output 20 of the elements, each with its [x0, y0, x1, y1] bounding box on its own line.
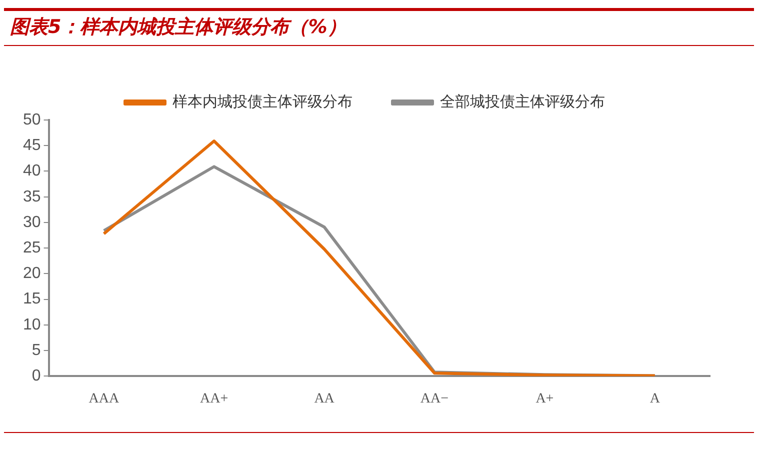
y-tick-label: 0: [32, 368, 41, 385]
y-tick-label: 40: [23, 162, 41, 180]
x-tick-label: AA+: [200, 391, 228, 406]
y-tick-label: 30: [23, 214, 41, 231]
y-tick-label: 35: [23, 188, 41, 206]
x-tick-label: A+: [536, 391, 554, 406]
y-tick-label: 50: [23, 111, 41, 128]
y-tick-label: 20: [23, 265, 41, 282]
y-tick-label: 5: [32, 342, 41, 359]
x-tick-label: AA−: [420, 391, 449, 406]
x-tick-label: A: [650, 391, 661, 406]
x-tick-label: AAA: [88, 391, 120, 406]
legend-label: 全部城投债主体评级分布: [440, 92, 605, 110]
y-tick-label: 15: [23, 290, 41, 308]
y-tick-label: 10: [23, 316, 41, 334]
chart-title: 图表5：样本内城投主体评级分布（%）: [10, 15, 346, 40]
y-tick-label: 25: [23, 240, 41, 257]
x-tick-label: AA: [314, 391, 336, 406]
y-tick-label: 45: [23, 137, 41, 154]
legend-label: 样本内城投债主体评级分布: [172, 92, 352, 110]
